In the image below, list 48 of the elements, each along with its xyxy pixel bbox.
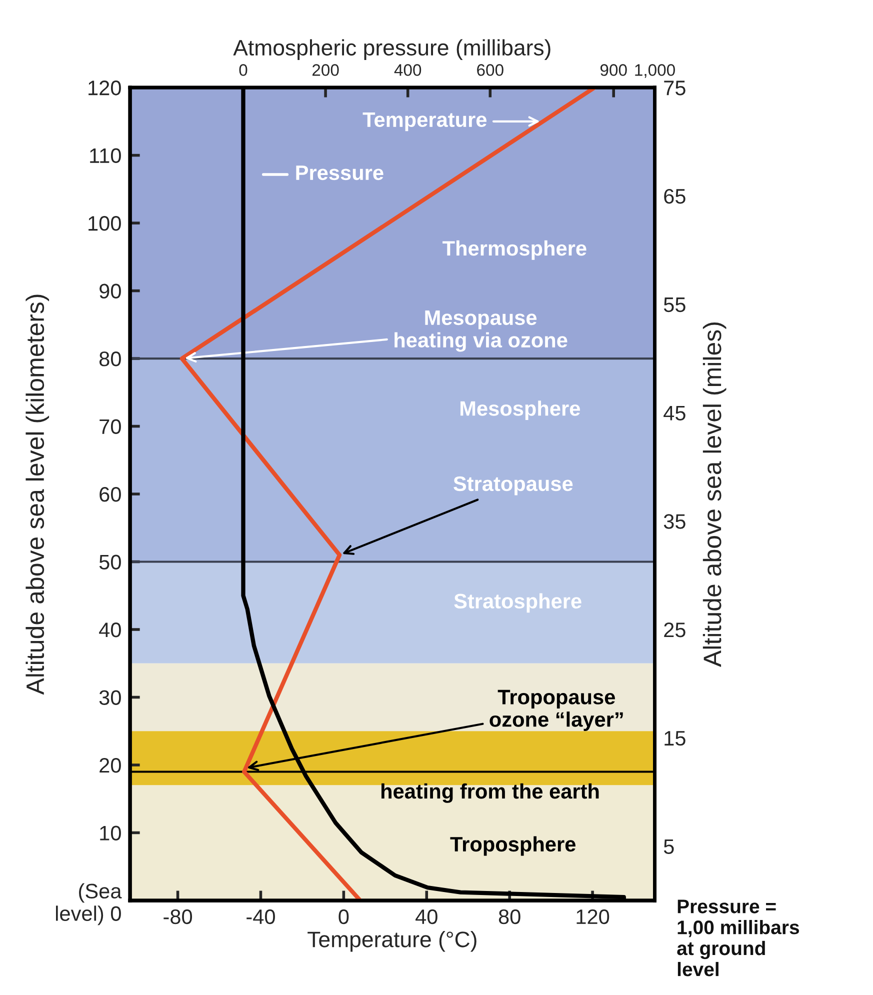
y-tick-label: 100: [88, 216, 121, 231]
x2-tick-label: 600: [477, 64, 504, 76]
x-tick-label: -40: [246, 909, 275, 924]
y-tick-label: 70: [100, 419, 121, 434]
annotation: Thermosphere: [442, 240, 586, 260]
annotation: Tropopause ozone “layer”: [490, 690, 623, 731]
y2-tick-label: 45: [664, 406, 686, 420]
x-axis-title: Temperature (°C): [308, 931, 476, 952]
x2-tick-label: 400: [394, 64, 422, 76]
y-tick-label: 30: [99, 690, 121, 705]
y-axis-title: Altitude above sea level (kilometers): [26, 294, 50, 695]
x2-tick-label: 1,000: [635, 64, 675, 78]
y2-axis-title: Altitude above sea level (miles): [702, 322, 726, 667]
x-tick-label: 40: [416, 909, 438, 924]
annotation: Stratosphere: [454, 593, 582, 613]
x-tick-label: 120: [576, 909, 610, 924]
x2-axis-title: Atmospheric pressure (millibars): [233, 39, 550, 60]
annotation: Pressure: [296, 166, 384, 180]
y2-tick-label: 15: [664, 731, 686, 746]
y2-tick-label: 55: [664, 298, 686, 312]
y-tick-label: 50: [99, 554, 121, 570]
y-tick-label: (Sea level) 0: [56, 883, 122, 926]
y-tick-label: 60: [100, 487, 121, 502]
y-tick-label: 80: [99, 352, 121, 366]
y-tick-label: 120: [88, 80, 121, 96]
x2-tick-label: 200: [312, 64, 339, 76]
x2-tick-label: 900: [600, 64, 627, 76]
y2-tick-label: 75: [664, 80, 686, 96]
x-tick-label: -80: [164, 909, 192, 924]
annotation: Temperature: [362, 112, 487, 132]
y-tick-label: 110: [90, 148, 121, 164]
y-tick-label: 90: [100, 284, 121, 299]
y2-tick-label: 35: [664, 514, 686, 529]
x2-tick-label: 0: [239, 64, 248, 76]
y2-tick-label: 65: [664, 188, 686, 204]
text: Pressure = 1,00 millibars at ground level: [677, 900, 799, 976]
annotation: Mesosphere: [460, 400, 580, 420]
annotation: Stratopause: [454, 476, 573, 496]
y2-tick-label: 5: [664, 839, 674, 854]
x-tick-label: 0: [338, 909, 349, 924]
x-tick-label: 80: [498, 909, 520, 924]
annotation: Mesopause heating via ozone: [394, 310, 568, 352]
y2-tick-label: 25: [664, 622, 686, 638]
annotation: heating from the earth: [382, 783, 599, 803]
y-tick-label: 20: [100, 758, 121, 773]
annotation: Troposphere: [450, 836, 576, 856]
y-tick-label: 40: [99, 622, 121, 638]
y-tick-label: 10: [100, 826, 121, 840]
